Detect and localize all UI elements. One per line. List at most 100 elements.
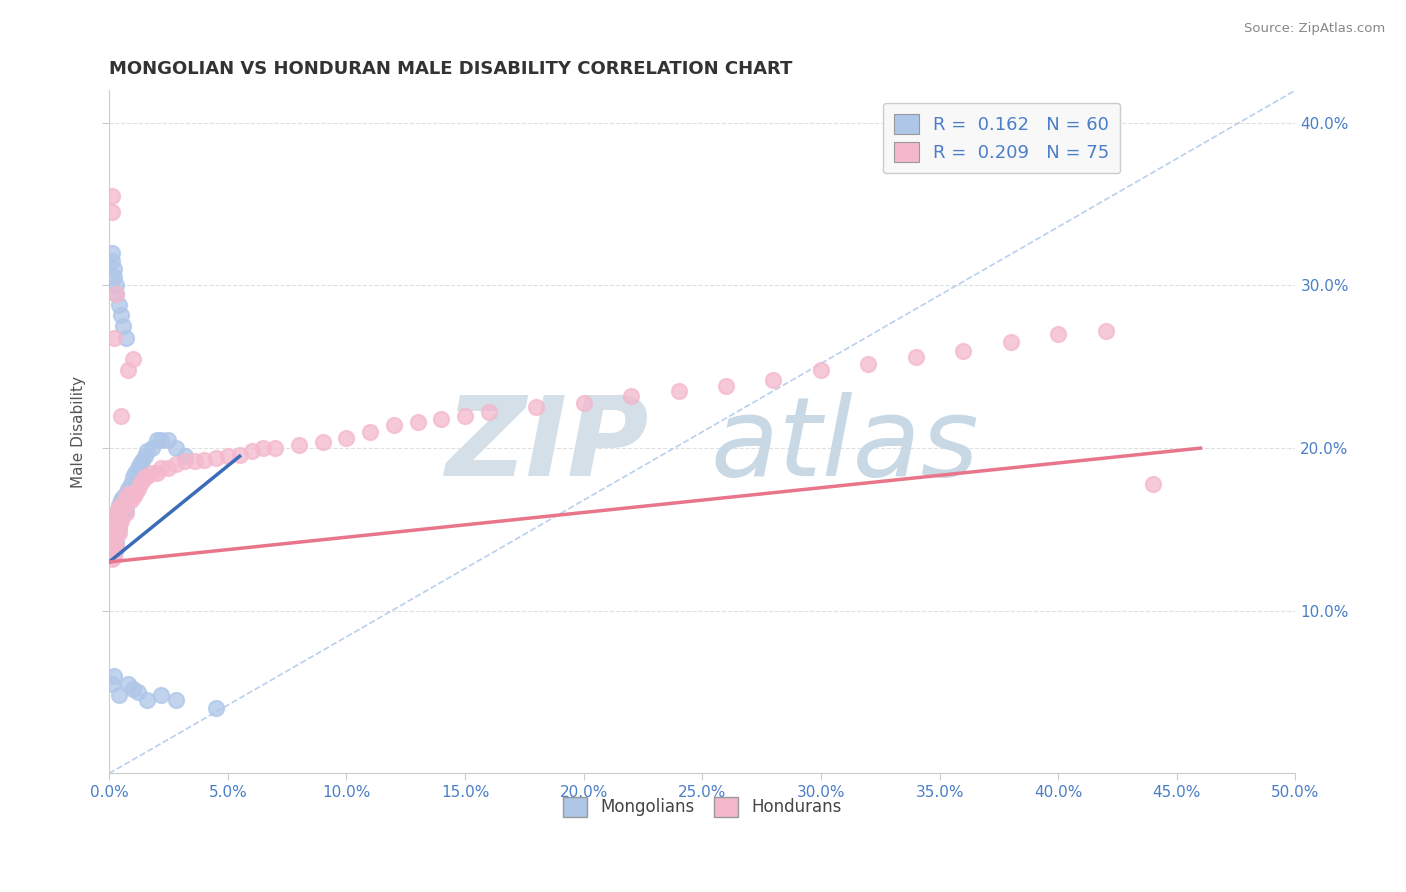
Point: [122, 470, 145, 484]
Point: [112, 498, 135, 512]
Point: [112, 490, 135, 504]
Point: [228, 448, 250, 462]
Point: [1047, 327, 1070, 342]
Point: [110, 409, 132, 423]
Point: [478, 405, 501, 419]
Point: [127, 685, 149, 699]
Point: [129, 458, 152, 472]
Point: [107, 525, 129, 540]
Point: [105, 506, 128, 520]
Point: [110, 514, 132, 528]
Point: [105, 506, 128, 520]
Point: [129, 476, 152, 491]
Point: [150, 460, 173, 475]
Point: [105, 286, 128, 301]
Point: [264, 441, 287, 455]
Point: [100, 539, 122, 553]
Point: [858, 357, 880, 371]
Point: [114, 490, 136, 504]
Point: [114, 506, 136, 520]
Point: [904, 350, 927, 364]
Point: [103, 509, 125, 524]
Point: [454, 409, 477, 423]
Point: [100, 189, 122, 203]
Point: [100, 677, 122, 691]
Point: [114, 503, 136, 517]
Point: [668, 384, 690, 399]
Point: [110, 308, 132, 322]
Point: [107, 523, 129, 537]
Point: [150, 433, 173, 447]
Text: MONGOLIAN VS HONDURAN MALE DISABILITY CORRELATION CHART: MONGOLIAN VS HONDURAN MALE DISABILITY CO…: [110, 60, 793, 78]
Point: [112, 503, 135, 517]
Point: [105, 527, 128, 541]
Point: [141, 466, 163, 480]
Point: [165, 693, 187, 707]
Point: [205, 450, 228, 465]
Text: Source: ZipAtlas.com: Source: ZipAtlas.com: [1244, 22, 1385, 36]
Point: [100, 541, 122, 556]
Point: [312, 434, 335, 449]
Point: [103, 531, 125, 545]
Point: [124, 466, 146, 480]
Point: [205, 701, 228, 715]
Point: [714, 379, 737, 393]
Point: [193, 452, 215, 467]
Point: [174, 454, 197, 468]
Point: [620, 389, 643, 403]
Point: [174, 449, 197, 463]
Point: [288, 438, 311, 452]
Point: [157, 433, 180, 447]
Point: [524, 401, 547, 415]
Point: [136, 693, 159, 707]
Point: [183, 454, 205, 468]
Point: [105, 525, 128, 540]
Point: [100, 514, 122, 528]
Point: [103, 539, 125, 553]
Point: [100, 254, 122, 268]
Point: [134, 449, 156, 463]
Point: [103, 270, 125, 285]
Point: [105, 539, 128, 553]
Point: [165, 441, 187, 455]
Point: [127, 460, 149, 475]
Point: [240, 444, 263, 458]
Point: [103, 519, 125, 533]
Point: [105, 278, 128, 293]
Point: [810, 363, 832, 377]
Point: [107, 514, 129, 528]
Point: [406, 415, 429, 429]
Point: [136, 444, 159, 458]
Point: [105, 541, 128, 556]
Point: [120, 493, 142, 508]
Point: [217, 449, 239, 463]
Point: [122, 490, 145, 504]
Point: [100, 525, 122, 540]
Point: [117, 486, 139, 500]
Point: [103, 533, 125, 548]
Text: atlas: atlas: [710, 392, 979, 499]
Point: [103, 330, 125, 344]
Y-axis label: Male Disability: Male Disability: [72, 376, 86, 488]
Point: [359, 425, 381, 439]
Point: [124, 486, 146, 500]
Point: [762, 373, 785, 387]
Point: [112, 319, 135, 334]
Point: [122, 351, 145, 366]
Point: [103, 525, 125, 540]
Point: [114, 330, 136, 344]
Point: [117, 677, 139, 691]
Point: [100, 533, 122, 548]
Point: [382, 418, 405, 433]
Point: [100, 205, 122, 219]
Point: [1094, 324, 1116, 338]
Point: [107, 298, 129, 312]
Point: [117, 363, 139, 377]
Point: [103, 547, 125, 561]
Point: [157, 460, 180, 475]
Point: [105, 517, 128, 532]
Point: [141, 441, 163, 455]
Point: [572, 395, 595, 409]
Point: [103, 550, 125, 565]
Point: [117, 482, 139, 496]
